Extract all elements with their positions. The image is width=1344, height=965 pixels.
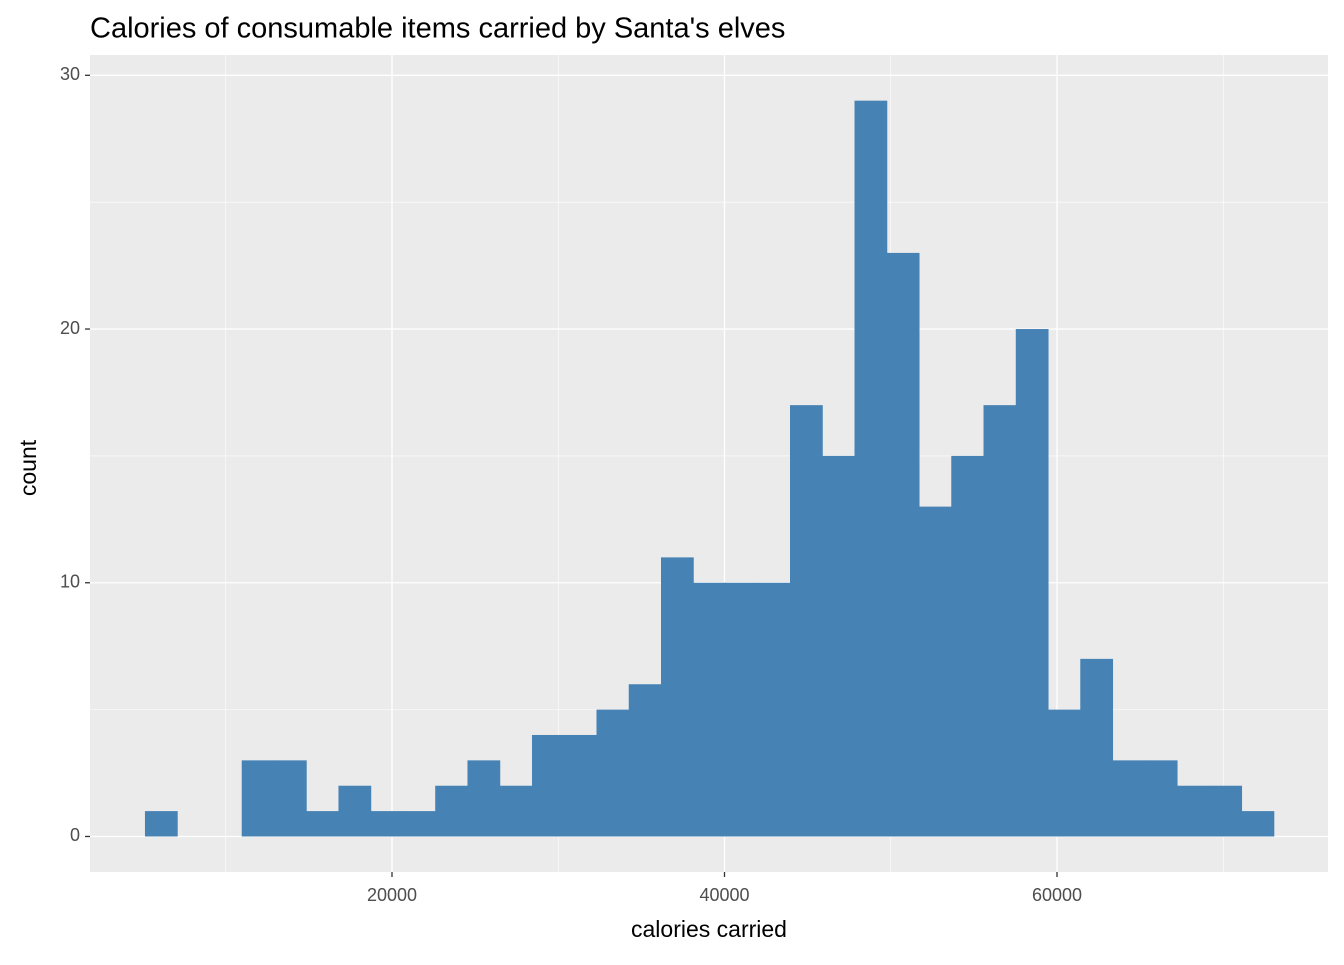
bar <box>660 557 694 837</box>
bar <box>725 582 759 837</box>
bar <box>919 506 952 837</box>
bar <box>822 455 856 837</box>
x-axis-label: calories carried <box>631 916 787 942</box>
bar <box>628 684 662 837</box>
bar <box>1015 329 1049 837</box>
bar <box>951 455 985 837</box>
bar <box>1144 760 1178 837</box>
bar <box>370 811 404 837</box>
bar <box>306 811 339 837</box>
bar <box>144 811 178 837</box>
bar <box>402 811 436 837</box>
bar <box>983 405 1017 837</box>
bar <box>757 582 791 837</box>
bar <box>531 734 565 837</box>
bar <box>241 760 275 837</box>
bar <box>1241 811 1275 837</box>
bar <box>693 582 727 837</box>
y-tick-label: 10 <box>60 572 80 592</box>
x-tick-label: 60000 <box>1032 885 1082 905</box>
y-tick-label: 30 <box>60 64 80 84</box>
bar <box>499 785 533 837</box>
bar <box>564 734 597 837</box>
chart-title: Calories of consumable items carried by … <box>90 13 785 45</box>
bar <box>273 760 307 837</box>
bar <box>435 785 468 837</box>
y-axis-label: count <box>15 439 41 496</box>
bar <box>338 785 372 837</box>
bar <box>596 709 630 837</box>
bar <box>854 100 888 837</box>
bar <box>886 252 920 837</box>
bar <box>1080 658 1114 837</box>
bar <box>1209 785 1243 837</box>
x-tick-label: 40000 <box>699 885 749 905</box>
bar <box>1112 760 1146 837</box>
y-tick-label: 20 <box>60 318 80 338</box>
bar <box>1048 709 1081 837</box>
bar <box>467 760 501 837</box>
x-tick-label: 20000 <box>367 885 417 905</box>
bar <box>1177 785 1210 837</box>
bar <box>790 405 823 837</box>
y-tick-label: 0 <box>70 825 80 845</box>
